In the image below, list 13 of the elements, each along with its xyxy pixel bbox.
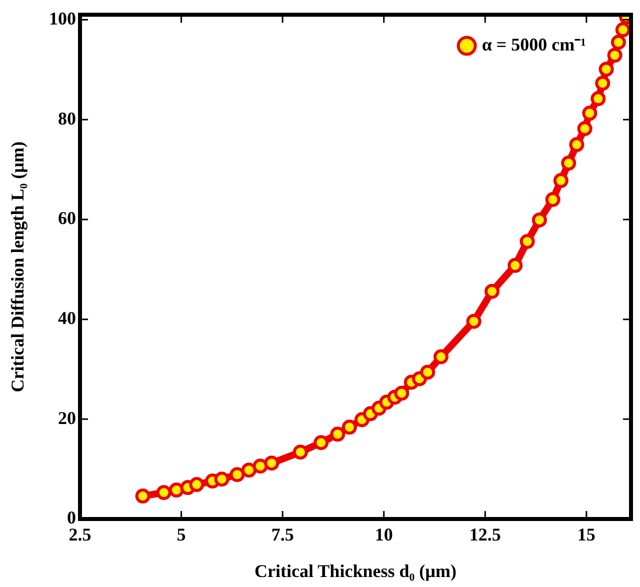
x-tick-label: 5 [176, 524, 186, 544]
y-tick-label: 80 [58, 108, 76, 128]
y-tick-label: 40 [58, 308, 76, 328]
x-axis-title: Critical Thickness d₀ (µm) [254, 560, 456, 581]
y-tick-label: 20 [58, 408, 76, 428]
x-tick-label: 10 [374, 524, 393, 544]
x-tick-label: 7.5 [271, 524, 294, 544]
x-tick-label: 15 [577, 524, 596, 544]
y-tick-label: 60 [58, 208, 76, 228]
legend-label: α = 5000 cm⁻¹ [482, 34, 586, 54]
y-axis-title: Critical Diffusion length L₀ (µm) [7, 142, 28, 392]
y-tick-label: 100 [49, 8, 76, 28]
x-tick-label: 12.5 [469, 524, 501, 544]
